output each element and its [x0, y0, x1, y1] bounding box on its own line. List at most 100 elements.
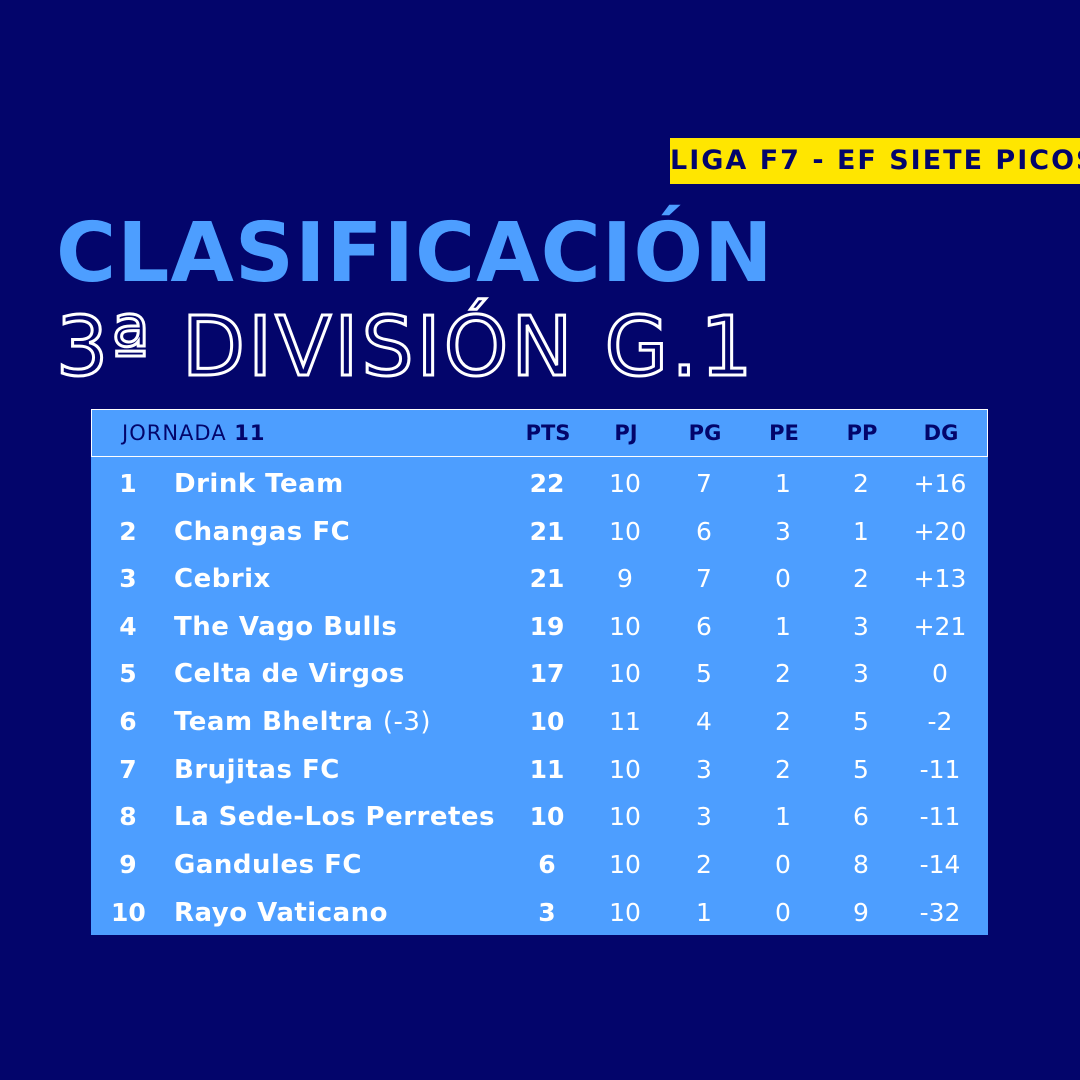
row-pe: 1 [775, 469, 791, 498]
header-pts: PTS [525, 421, 571, 445]
table-row: 7 Brujitas FC 11 10 3 2 5 -11 [91, 745, 988, 793]
row-pp: 6 [853, 802, 869, 831]
row-pg: 6 [696, 517, 712, 546]
table-row: 2 Changas FC 21 10 6 3 1 +20 [91, 507, 988, 555]
row-pp: 2 [853, 469, 869, 498]
row-pg: 6 [696, 612, 712, 641]
table-row: 3 Cebrix 21 9 7 0 2 +13 [91, 554, 988, 602]
row-dg: -14 [919, 850, 961, 879]
row-dg: -11 [919, 802, 961, 831]
table-row: 1 Drink Team 22 10 7 1 2 +16 [91, 459, 988, 507]
jornada-label: JORNADA 11 [122, 421, 266, 445]
table-row: 5 Celta de Virgos 17 10 5 2 3 0 [91, 649, 988, 697]
row-pj: 10 [609, 612, 641, 641]
league-badge: LIGA F7 - EF SIETE PICOS [670, 138, 1080, 184]
row-pp: 5 [853, 755, 869, 784]
row-pg: 3 [696, 802, 712, 831]
row-dg: +16 [913, 469, 967, 498]
row-pe: 0 [775, 564, 791, 593]
row-pe: 2 [775, 659, 791, 688]
table-row: 6 Team Bheltra (-3) 10 11 4 2 5 -2 [91, 697, 988, 745]
row-pj: 10 [609, 898, 641, 927]
row-position: 10 [111, 898, 146, 927]
row-pe: 1 [775, 612, 791, 641]
table-row: 4 The Vago Bulls 19 10 6 1 3 +21 [91, 602, 988, 650]
header-pe: PE [769, 421, 799, 445]
row-pe: 2 [775, 707, 791, 736]
page-title: CLASIFICACIÓN [56, 206, 774, 301]
row-pts: 17 [529, 659, 565, 688]
header-pg: PG [688, 421, 722, 445]
row-team-name: Team Bheltra (-3) [174, 707, 432, 737]
row-position: 8 [119, 802, 137, 831]
row-team-name: Celta de Virgos [174, 659, 405, 689]
row-dg: +20 [913, 517, 967, 546]
row-team-name: Drink Team [174, 469, 344, 499]
row-pp: 3 [853, 659, 869, 688]
row-pe: 1 [775, 802, 791, 831]
header-pp: PP [846, 421, 878, 445]
row-pe: 0 [775, 898, 791, 927]
row-pts: 10 [529, 802, 565, 831]
jornada-number: 11 [234, 421, 266, 445]
row-pj: 10 [609, 469, 641, 498]
row-dg: -32 [919, 898, 961, 927]
row-team-name: Brujitas FC [174, 755, 340, 785]
row-team-name: The Vago Bulls [174, 612, 398, 642]
row-pj: 10 [609, 802, 641, 831]
row-dg: +13 [913, 564, 967, 593]
row-pp: 5 [853, 707, 869, 736]
row-pts: 21 [529, 564, 565, 593]
row-pg: 1 [696, 898, 712, 927]
row-pp: 3 [853, 612, 869, 641]
row-pp: 2 [853, 564, 869, 593]
row-pg: 7 [696, 564, 712, 593]
row-pg: 5 [696, 659, 712, 688]
row-position: 6 [119, 707, 137, 736]
row-pts: 21 [529, 517, 565, 546]
row-pj: 10 [609, 659, 641, 688]
row-pts: 6 [538, 850, 556, 879]
row-pj: 10 [609, 517, 641, 546]
row-pg: 3 [696, 755, 712, 784]
row-pts: 11 [529, 755, 565, 784]
row-pp: 8 [853, 850, 869, 879]
header-pj: PJ [614, 421, 638, 445]
row-pp: 1 [853, 517, 869, 546]
row-pj: 9 [617, 564, 633, 593]
row-pg: 7 [696, 469, 712, 498]
row-position: 2 [119, 517, 137, 546]
row-dg: 0 [932, 659, 948, 688]
row-team-name: Changas FC [174, 517, 351, 547]
row-penalty: (-3) [382, 707, 432, 737]
row-pe: 0 [775, 850, 791, 879]
row-pj: 11 [609, 707, 641, 736]
row-pe: 3 [775, 517, 791, 546]
row-team-name: Rayo Vaticano [174, 898, 389, 928]
row-dg: -2 [927, 707, 953, 736]
row-pg: 2 [696, 850, 712, 879]
row-pts: 3 [538, 898, 556, 927]
row-pe: 2 [775, 755, 791, 784]
row-position: 7 [119, 755, 137, 784]
row-position: 9 [119, 850, 137, 879]
row-pp: 9 [853, 898, 869, 927]
row-position: 5 [119, 659, 137, 688]
table-row: 9 Gandules FC 6 10 2 0 8 -14 [91, 840, 988, 888]
row-dg: -11 [919, 755, 961, 784]
row-position: 3 [119, 564, 137, 593]
table-row: 10 Rayo Vaticano 3 10 1 0 9 -32 [91, 888, 988, 936]
row-pts: 22 [529, 469, 565, 498]
row-pts: 10 [529, 707, 565, 736]
row-pg: 4 [696, 707, 712, 736]
row-pj: 10 [609, 850, 641, 879]
division-subtitle: 3ª DIVISIÓN G.1 [54, 299, 756, 397]
row-team-name: La Sede-Los Perretes [174, 802, 496, 832]
row-team-name: Cebrix [174, 564, 271, 594]
row-position: 4 [119, 612, 137, 641]
table-header: JORNADA 11 PTS PJ PG PE PP DG [91, 409, 988, 457]
row-position: 1 [119, 469, 137, 498]
row-dg: +21 [913, 612, 967, 641]
header-dg: DG [923, 421, 959, 445]
table-row: 8 La Sede-Los Perretes 10 10 3 1 6 -11 [91, 792, 988, 840]
